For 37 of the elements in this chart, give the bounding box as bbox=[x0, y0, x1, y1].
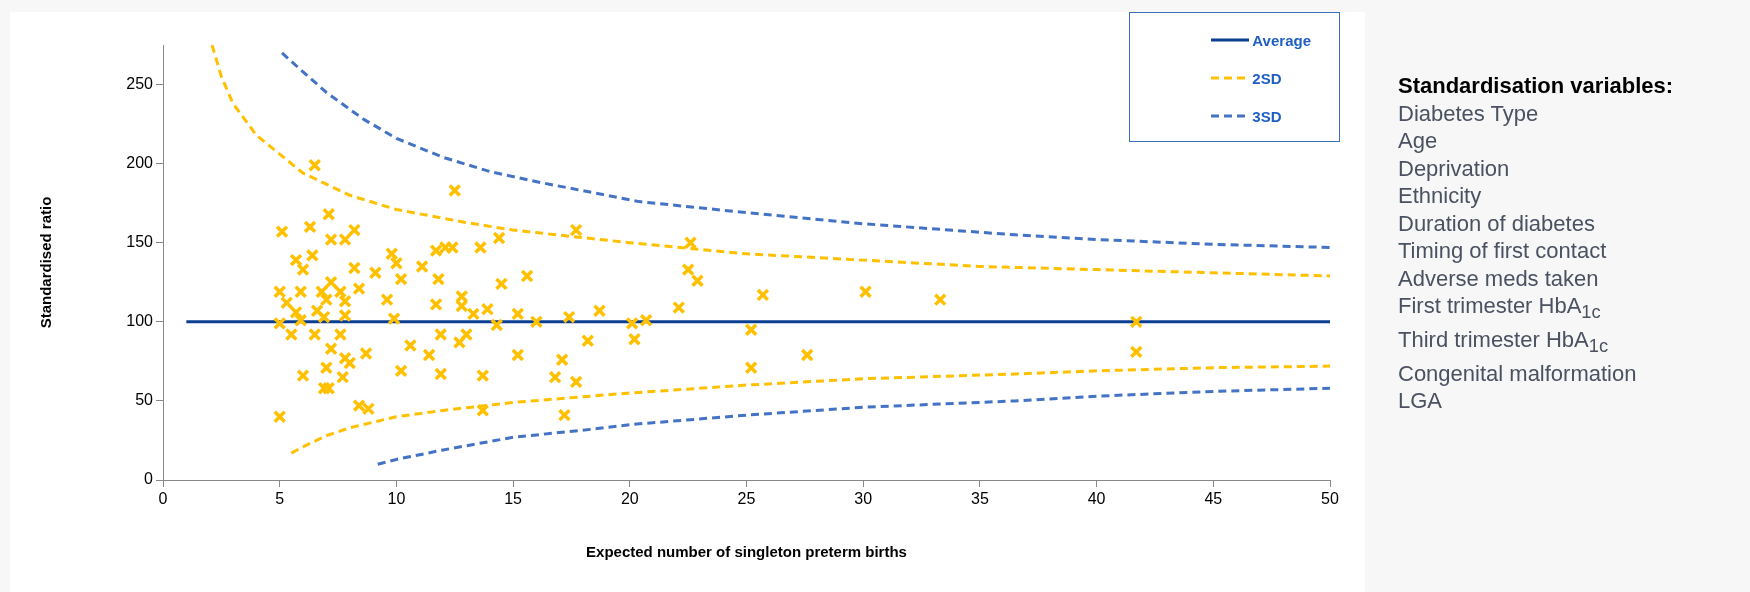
text: Ethnicity bbox=[1398, 182, 1483, 210]
y-tick-label: 250 bbox=[126, 74, 154, 92]
line-series bbox=[289, 364, 1330, 455]
text: Deprivation bbox=[1398, 154, 1511, 182]
x-axis-title: Expected number of singleton preterm births bbox=[586, 543, 907, 561]
x-tick-label: 25 bbox=[737, 490, 756, 508]
x-tick-label: 20 bbox=[620, 490, 639, 508]
line-series bbox=[376, 386, 1330, 466]
y-axis-title: Standardised ratio bbox=[37, 196, 55, 329]
x-tick-label: 35 bbox=[971, 490, 989, 508]
legend-label: 2SD bbox=[1252, 69, 1282, 87]
text: Third trimester HbA$_{1c}$ bbox=[1398, 325, 1610, 359]
x-tick-label: 0 bbox=[158, 490, 168, 508]
text: Standardisation variables: bbox=[1398, 72, 1674, 100]
x-tick-label: 15 bbox=[504, 490, 523, 508]
text: Age bbox=[1398, 127, 1439, 155]
text: LGA bbox=[1398, 387, 1444, 415]
x-tick-label: 30 bbox=[854, 490, 873, 508]
text: Diabetes Type bbox=[1398, 99, 1540, 127]
y-tick-label: 50 bbox=[135, 391, 154, 409]
legend-label: 3SD bbox=[1252, 107, 1282, 125]
line-series bbox=[280, 51, 1330, 249]
text: Duration of diabetes bbox=[1398, 209, 1596, 237]
y-tick-label: 0 bbox=[144, 470, 154, 488]
x-tick-label: 50 bbox=[1321, 490, 1339, 508]
x-tick-label: 5 bbox=[275, 490, 285, 508]
text: First trimester HbA$_{1c}$ bbox=[1398, 292, 1602, 325]
text: Timing of first contact bbox=[1398, 237, 1608, 265]
x-tick-label: 10 bbox=[387, 490, 406, 508]
text: Adverse meds taken bbox=[1398, 264, 1600, 292]
y-tick-label: 100 bbox=[126, 312, 154, 330]
x-tick-label: 45 bbox=[1204, 490, 1223, 508]
y-tick-label: 200 bbox=[126, 154, 154, 172]
y-tick-label: 150 bbox=[126, 233, 154, 251]
x-tick-label: 40 bbox=[1087, 490, 1106, 508]
legend-label: Average bbox=[1252, 31, 1311, 49]
text: Congenital malformation bbox=[1398, 359, 1638, 388]
